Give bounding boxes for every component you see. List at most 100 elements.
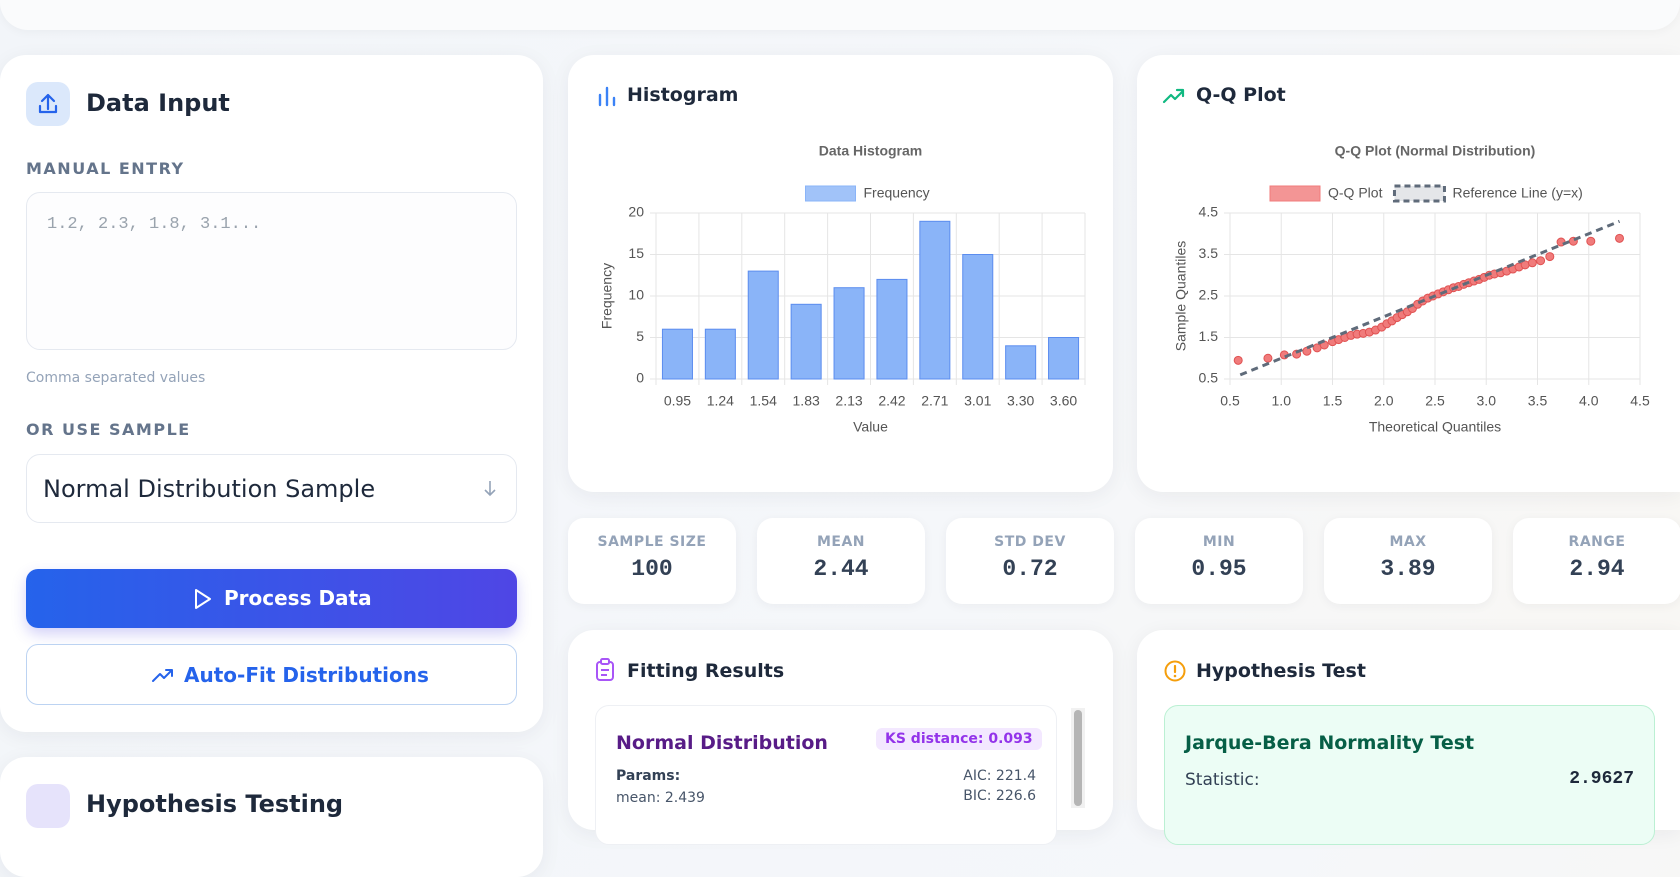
qq-point xyxy=(1302,346,1312,356)
scrollbar[interactable] xyxy=(1071,708,1085,808)
stat-card: MIN 0.95 xyxy=(1135,518,1303,604)
x-tick-label: 0.95 xyxy=(664,393,691,409)
autofit-button[interactable]: Auto-Fit Distributions xyxy=(26,644,517,705)
y-tick-label: 2.5 xyxy=(1199,287,1219,303)
stat-card: STD DEV 0.72 xyxy=(946,518,1114,604)
x-tick-label: 2.42 xyxy=(878,393,905,409)
y-tick-label: 20 xyxy=(628,204,644,220)
field-label: OR USE SAMPLE xyxy=(26,420,191,439)
qq-point xyxy=(1263,353,1273,363)
stat-label: MAX xyxy=(1389,534,1427,550)
card-title: Q-Q Plot xyxy=(1196,84,1286,106)
histogram-chart: Data Histogram Value Frequency 0 5 10 15 20 Freq… xyxy=(599,143,1086,435)
legend-swatch xyxy=(1269,185,1321,202)
y-tick-label: 4.5 xyxy=(1199,204,1219,220)
stat-label: STD DEV xyxy=(994,534,1066,550)
x-axis-label: Value xyxy=(853,419,888,435)
bar xyxy=(704,328,736,380)
y-tick-label: 3.5 xyxy=(1199,245,1219,261)
statistic-value: 2.9627 xyxy=(1569,769,1634,789)
params-label: Params: xyxy=(616,768,681,784)
y-axis-label: Frequency xyxy=(599,263,615,329)
qq-point xyxy=(1545,252,1555,262)
x-tick-label: 1.0 xyxy=(1272,393,1292,409)
stat-label: MIN xyxy=(1202,534,1236,550)
param: mean: 2.439 xyxy=(616,790,705,806)
stat-card: MEAN 2.44 xyxy=(757,518,925,604)
x-tick-label: 4.0 xyxy=(1579,393,1599,409)
distribution-name: Normal Distribution xyxy=(616,732,828,754)
x-tick-label: 2.0 xyxy=(1374,393,1394,409)
qq-point xyxy=(1536,256,1546,266)
qq-point xyxy=(1233,355,1243,365)
bar xyxy=(876,278,908,380)
histogram-card: Histogram Data Histogram Value Frequency 0 5… xyxy=(568,55,1113,492)
bic: BIC: 226.6 xyxy=(963,788,1036,804)
button-label: Process Data xyxy=(224,586,372,610)
y-tick-label: 10 xyxy=(628,287,644,303)
sample-select[interactable]: Normal Distribution Sample xyxy=(26,454,517,523)
bar xyxy=(790,303,822,380)
x-tick-label: 0.5 xyxy=(1220,393,1240,409)
card-title: Hypothesis Testing xyxy=(86,790,344,818)
legend-swatch xyxy=(805,185,856,202)
x-tick-label: 3.01 xyxy=(964,393,991,409)
aic: AIC: 221.4 xyxy=(963,768,1036,784)
fitting-card: Fitting Results Normal Distribution KS d… xyxy=(568,630,1113,845)
hypothesis-testing-card: Hypothesis Testing xyxy=(0,757,543,877)
x-tick-label: 2.5 xyxy=(1425,393,1445,409)
y-tick-label: 1.5 xyxy=(1199,328,1219,344)
bar xyxy=(833,287,865,380)
x-tick-label: 1.54 xyxy=(750,393,777,409)
bar xyxy=(747,270,779,380)
x-axis-label: Theoretical Quantiles xyxy=(1369,419,1501,435)
hint: Comma separated values xyxy=(26,370,206,386)
stat-card: SAMPLE SIZE 100 xyxy=(568,518,736,604)
manual-entry-textarea[interactable]: 1.2, 2.3, 1.8, 3.1... xyxy=(26,192,517,350)
reference-line xyxy=(1239,219,1621,377)
ks-badge: KS distance: 0.093 xyxy=(876,728,1042,750)
stat-card: MAX 3.89 xyxy=(1324,518,1492,604)
bar xyxy=(661,328,693,380)
bar xyxy=(962,254,994,380)
process-button[interactable]: Process Data xyxy=(26,569,517,628)
statistic-label: Statistic: xyxy=(1185,770,1260,790)
stat-value: 0.95 xyxy=(1191,556,1247,582)
y-tick-label: 15 xyxy=(628,245,644,261)
legend-label: Frequency xyxy=(864,185,930,201)
stat-label: RANGE xyxy=(1568,534,1626,550)
stat-card: RANGE 2.94 xyxy=(1513,518,1680,604)
section-icon xyxy=(26,784,70,828)
chart-title: Q-Q Plot (Normal Distribution) xyxy=(1335,143,1536,159)
placeholder: 1.2, 2.3, 1.8, 3.1... xyxy=(47,215,262,234)
x-tick-label: 3.5 xyxy=(1528,393,1548,409)
legend-swatch xyxy=(1392,184,1446,203)
chart-title: Data Histogram xyxy=(819,143,922,159)
upload-icon xyxy=(26,82,70,126)
y-axis-label: Sample Quantiles xyxy=(1173,241,1189,352)
bar xyxy=(1048,337,1080,380)
data-input-card: Data Input MANUAL ENTRY 1.2, 2.3, 1.8, 3… xyxy=(0,55,543,732)
stat-value: 100 xyxy=(631,556,673,582)
x-tick-label: 1.5 xyxy=(1323,393,1343,409)
stat-value: 3.89 xyxy=(1380,556,1436,582)
card-title: Histogram xyxy=(627,84,739,106)
x-tick-label: 3.60 xyxy=(1050,393,1077,409)
y-tick-label: 0.5 xyxy=(1199,370,1219,386)
qq-point xyxy=(1527,258,1537,268)
y-tick-label: 5 xyxy=(636,328,644,344)
y-tick-label: 0 xyxy=(636,370,644,386)
bar xyxy=(1005,345,1037,380)
legend-label: Q-Q Plot xyxy=(1328,185,1383,201)
hypothesis-card: Hypothesis Test Jarque-Bera Normality Te… xyxy=(1137,630,1680,845)
card-title: Hypothesis Test xyxy=(1196,660,1366,682)
stat-label: MEAN xyxy=(816,534,866,550)
card-title: Fitting Results xyxy=(627,660,785,682)
page: Data Input MANUAL ENTRY 1.2, 2.3, 1.8, 3… xyxy=(0,0,1680,845)
x-tick-label: 2.13 xyxy=(835,393,862,409)
stat-value: 2.44 xyxy=(813,556,869,582)
field-label: MANUAL ENTRY xyxy=(26,159,185,178)
bar xyxy=(919,220,951,380)
x-tick-label: 3.0 xyxy=(1477,393,1497,409)
stat-label: SAMPLE SIZE xyxy=(597,534,707,550)
